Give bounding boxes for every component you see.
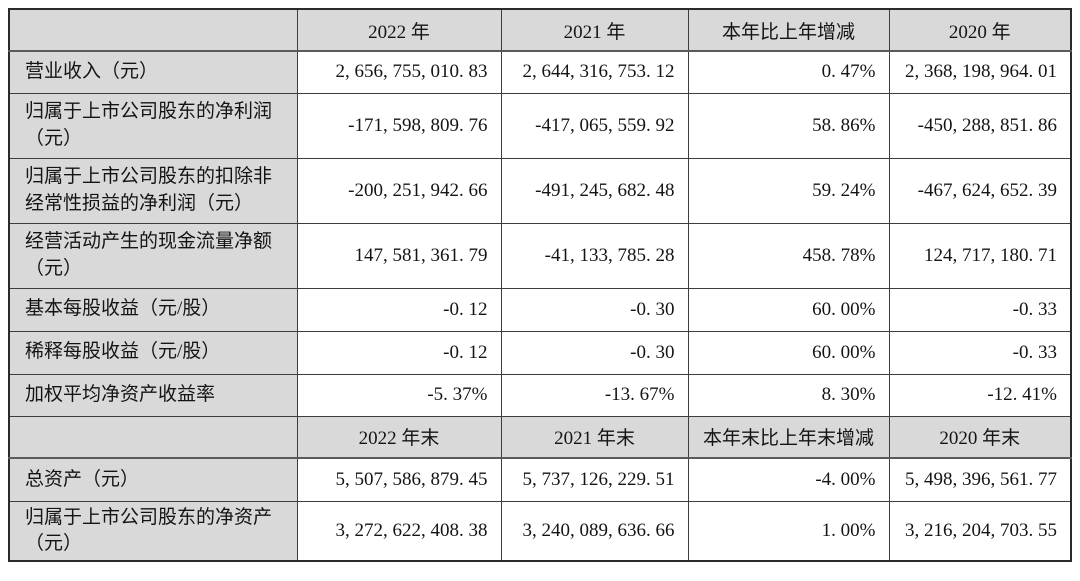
cell-change: 8. 30% (687, 373, 890, 417)
cell-2021: -13. 67% (500, 373, 689, 417)
header-2020: 2020 年 (888, 8, 1072, 52)
cell-2022: -5. 37% (296, 373, 502, 417)
row-label: 稀释每股收益（元/股） (8, 330, 298, 375)
cell-2021: 3, 240, 089, 636. 66 (500, 500, 689, 562)
cell-change: -4. 00% (687, 457, 890, 502)
row-label: 归属于上市公司股东的扣除非经常性损益的净利润（元） (8, 157, 298, 224)
cell-2020: -0. 33 (888, 330, 1072, 375)
row-label: 总资产（元） (8, 457, 298, 502)
cell-2020: 2, 368, 198, 964. 01 (888, 50, 1072, 94)
header-2022-year-end: 2022 年末 (296, 415, 502, 459)
cell-change: 60. 00% (687, 330, 890, 375)
cell-2022: 147, 581, 361. 79 (296, 222, 502, 289)
cell-2021: -0. 30 (500, 287, 689, 332)
row-label: 加权平均净资产收益率 (8, 373, 298, 417)
row-label: 营业收入（元） (8, 50, 298, 94)
cell-2021: -491, 245, 682. 48 (500, 157, 689, 224)
cell-2020: 3, 216, 204, 703. 55 (888, 500, 1072, 562)
header-2020-year-end: 2020 年末 (888, 415, 1072, 459)
cell-2020: -12. 41% (888, 373, 1072, 417)
table-row-operating-cash-flow: 经营活动产生的现金流量净额（元） 147, 581, 361. 79 -41, … (8, 222, 1072, 289)
cell-2021: -41, 133, 785. 28 (500, 222, 689, 289)
row-label: 归属于上市公司股东的净资产（元） (8, 500, 298, 562)
cell-2020: 124, 717, 180. 71 (888, 222, 1072, 289)
cell-change: 60. 00% (687, 287, 890, 332)
cell-change: 59. 24% (687, 157, 890, 224)
financial-summary-table: 2022 年 2021 年 本年比上年增减 2020 年 营业收入（元） 2, … (8, 8, 1072, 562)
table-header-row-annual: 2022 年 2021 年 本年比上年增减 2020 年 (8, 8, 1072, 52)
header-empty-cell (8, 8, 298, 52)
cell-2022: -171, 598, 809. 76 (296, 92, 502, 159)
table-row-net-assets: 归属于上市公司股东的净资产（元） 3, 272, 622, 408. 38 3,… (8, 500, 1072, 562)
table-header-row-year-end: 2022 年末 2021 年末 本年末比上年末增减 2020 年末 (8, 415, 1072, 459)
table-row-basic-eps: 基本每股收益（元/股） -0. 12 -0. 30 60. 00% -0. 33 (8, 287, 1072, 332)
cell-2020: 5, 498, 396, 561. 77 (888, 457, 1072, 502)
table-row-net-profit: 归属于上市公司股东的净利润（元） -171, 598, 809. 76 -417… (8, 92, 1072, 159)
cell-2022: 5, 507, 586, 879. 45 (296, 457, 502, 502)
cell-change: 58. 86% (687, 92, 890, 159)
cell-change: 1. 00% (687, 500, 890, 562)
row-label: 经营活动产生的现金流量净额（元） (8, 222, 298, 289)
header-empty-cell (8, 415, 298, 459)
row-label: 基本每股收益（元/股） (8, 287, 298, 332)
cell-change: 458. 78% (687, 222, 890, 289)
header-2022: 2022 年 (296, 8, 502, 52)
cell-2022: 2, 656, 755, 010. 83 (296, 50, 502, 94)
cell-2022: 3, 272, 622, 408. 38 (296, 500, 502, 562)
cell-2022: -200, 251, 942. 66 (296, 157, 502, 224)
header-2021-year-end: 2021 年末 (500, 415, 689, 459)
cell-2022: -0. 12 (296, 287, 502, 332)
table-row-diluted-eps: 稀释每股收益（元/股） -0. 12 -0. 30 60. 00% -0. 33 (8, 330, 1072, 375)
table-row-total-assets: 总资产（元） 5, 507, 586, 879. 45 5, 737, 126,… (8, 457, 1072, 502)
cell-2021: -0. 30 (500, 330, 689, 375)
header-year-end-change: 本年末比上年末增减 (687, 415, 890, 459)
header-2021: 2021 年 (500, 8, 689, 52)
table-row-weighted-avg-roe: 加权平均净资产收益率 -5. 37% -13. 67% 8. 30% -12. … (8, 373, 1072, 417)
table-row-revenue: 营业收入（元） 2, 656, 755, 010. 83 2, 644, 316… (8, 50, 1072, 94)
cell-2022: -0. 12 (296, 330, 502, 375)
cell-2021: -417, 065, 559. 92 (500, 92, 689, 159)
cell-change: 0. 47% (687, 50, 890, 94)
row-label: 归属于上市公司股东的净利润（元） (8, 92, 298, 159)
cell-2021: 5, 737, 126, 229. 51 (500, 457, 689, 502)
table-row-net-profit-excl-nonrecurring: 归属于上市公司股东的扣除非经常性损益的净利润（元） -200, 251, 942… (8, 157, 1072, 224)
cell-2020: -450, 288, 851. 86 (888, 92, 1072, 159)
cell-2021: 2, 644, 316, 753. 12 (500, 50, 689, 94)
header-yoy-change: 本年比上年增减 (687, 8, 890, 52)
cell-2020: -0. 33 (888, 287, 1072, 332)
cell-2020: -467, 624, 652. 39 (888, 157, 1072, 224)
